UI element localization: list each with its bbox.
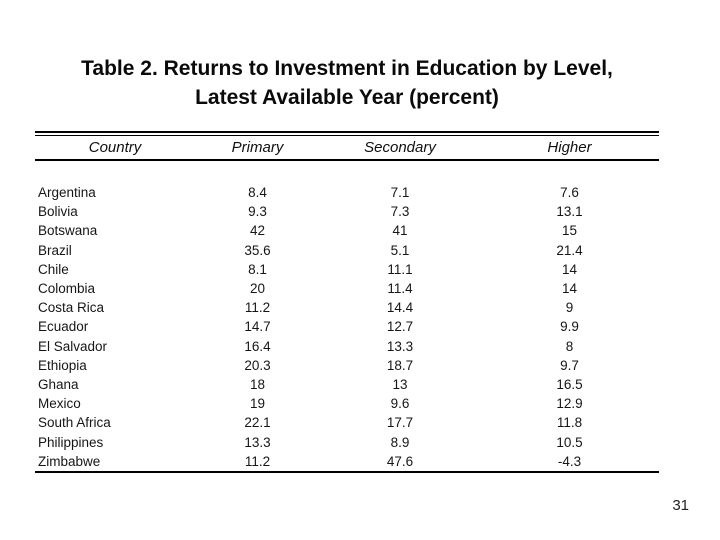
table-row: Ethiopia 20.3 18.7 9.7: [35, 356, 659, 375]
table-row: Philippines 13.3 8.9 10.5: [35, 432, 659, 451]
cell-secondary: 7.1: [390, 185, 410, 201]
cell-higher: 9.9: [560, 319, 579, 335]
cell-country: Colombia: [38, 281, 96, 297]
table-body: Argentina 8.4 7.1 7.6 Bolivia 9.3 7.3 13.1 Botsw…: [35, 183, 659, 471]
cell-higher: 9: [565, 300, 574, 316]
cell-primary: 13.3: [244, 434, 271, 450]
cell-country: Brazil: [38, 242, 72, 258]
cell-primary: 22.1: [244, 415, 271, 431]
cell-higher: 10.5: [556, 434, 583, 450]
table-row: Ghana 18 13 16.5: [35, 375, 659, 394]
cell-secondary: 17.7: [386, 415, 414, 431]
cell-higher: 8: [565, 338, 574, 354]
cell-higher: 14: [561, 281, 578, 297]
cell-higher: 11.8: [556, 415, 583, 431]
header-cell-secondary: Secondary: [364, 139, 436, 156]
cell-secondary: 11.1: [387, 261, 413, 277]
table-row: Costa Rica 11.2 14.4 9: [35, 298, 659, 317]
cell-primary: 20: [249, 281, 266, 297]
cell-country: Costa Rica: [38, 300, 105, 316]
table-row: Argentina 8.4 7.1 7.6: [35, 183, 659, 202]
cell-primary: 9.3: [248, 204, 267, 220]
cell-primary: 42: [249, 223, 266, 239]
table-row: South Africa 22.1 17.7 11.8: [35, 413, 659, 432]
header-bottom-rule: [35, 159, 659, 161]
cell-primary: 19: [249, 396, 266, 412]
page-title: Table 2. Returns to Investment in Educat…: [35, 54, 659, 112]
page-title-line-1: Table 2. Returns to Investment in Educat…: [81, 57, 613, 80]
cell-country: Ethiopia: [38, 357, 87, 373]
cell-higher: 9.7: [560, 357, 579, 373]
cell-secondary: 18.7: [386, 357, 414, 373]
table-row: Bolivia 9.3 7.3 13.1: [35, 202, 659, 221]
table-row: Botswana 42 41 15: [35, 221, 659, 240]
table-row: Zimbabwe 11.2 47.6 -4.3: [35, 452, 659, 471]
cell-primary: 11.2: [244, 300, 271, 316]
cell-country: Zimbabwe: [38, 453, 101, 469]
table-bottom-rule: [35, 470, 659, 473]
header-cell-higher: Higher: [547, 139, 592, 156]
cell-primary: 18: [249, 376, 266, 392]
cell-secondary: 8.9: [390, 434, 410, 450]
table-row: Ecuador 14.7 12.7 9.9: [35, 317, 659, 336]
table-row: Mexico 19 9.6 12.9: [35, 394, 659, 413]
cell-higher: 21.4: [556, 242, 583, 258]
cell-primary: 14.7: [244, 319, 271, 335]
header-cell-primary: Primary: [231, 139, 284, 156]
returns-table: Country Primary Secondary Higher Argenti…: [35, 131, 659, 473]
cell-country: Ghana: [38, 376, 79, 392]
cell-primary: 8.4: [248, 185, 267, 201]
cell-primary: 16.4: [244, 338, 271, 354]
cell-higher: 12.9: [556, 396, 583, 412]
page-title-line-2: Latest Available Year (percent): [195, 86, 499, 109]
cell-country: Argentina: [38, 185, 96, 201]
table-row: El Salvador 16.4 13.3 8: [35, 337, 659, 356]
cell-secondary: 47.6: [386, 453, 414, 469]
cell-higher: 16.5: [556, 376, 583, 392]
cell-higher: 13.1: [556, 204, 583, 220]
cell-secondary: 9.6: [390, 396, 410, 412]
table-row: Brazil 35.6 5.1 21.4: [35, 241, 659, 260]
cell-primary: 20.3: [244, 357, 271, 373]
cell-higher: -4.3: [557, 453, 582, 469]
cell-primary: 11.2: [244, 453, 271, 469]
table-row: Colombia 20 11.4 14: [35, 279, 659, 298]
cell-primary: 35.6: [244, 242, 271, 258]
page-number: 31: [672, 497, 689, 514]
cell-secondary: 12.7: [386, 319, 414, 335]
cell-secondary: 13: [392, 376, 408, 392]
cell-primary: 8.1: [248, 261, 267, 277]
cell-higher: 15: [561, 223, 578, 239]
cell-secondary: 41: [392, 223, 408, 239]
table-row: Chile 8.1 11.1 14: [35, 260, 659, 279]
cell-country: Botswana: [38, 223, 98, 239]
cell-country: Bolivia: [38, 204, 78, 220]
cell-secondary: 14.4: [386, 300, 414, 316]
table-top-rule-thin: [35, 135, 659, 136]
cell-country: Ecuador: [38, 319, 89, 335]
header-body-spacer: [35, 161, 659, 183]
cell-secondary: 7.3: [390, 204, 410, 220]
cell-country: El Salvador: [38, 338, 108, 354]
cell-country: Philippines: [38, 434, 104, 450]
cell-country: Mexico: [38, 396, 81, 412]
cell-country: Chile: [38, 261, 69, 277]
cell-secondary: 11.4: [387, 281, 413, 297]
cell-secondary: 5.1: [390, 242, 410, 258]
cell-higher: 7.6: [560, 185, 579, 201]
cell-country: South Africa: [38, 415, 111, 431]
table-header-row: Country Primary Secondary Higher: [35, 136, 659, 159]
cell-secondary: 13.3: [386, 338, 414, 354]
cell-higher: 14: [561, 261, 578, 277]
table-top-rule-thick: [35, 131, 659, 133]
header-cell-country: Country: [88, 139, 142, 156]
